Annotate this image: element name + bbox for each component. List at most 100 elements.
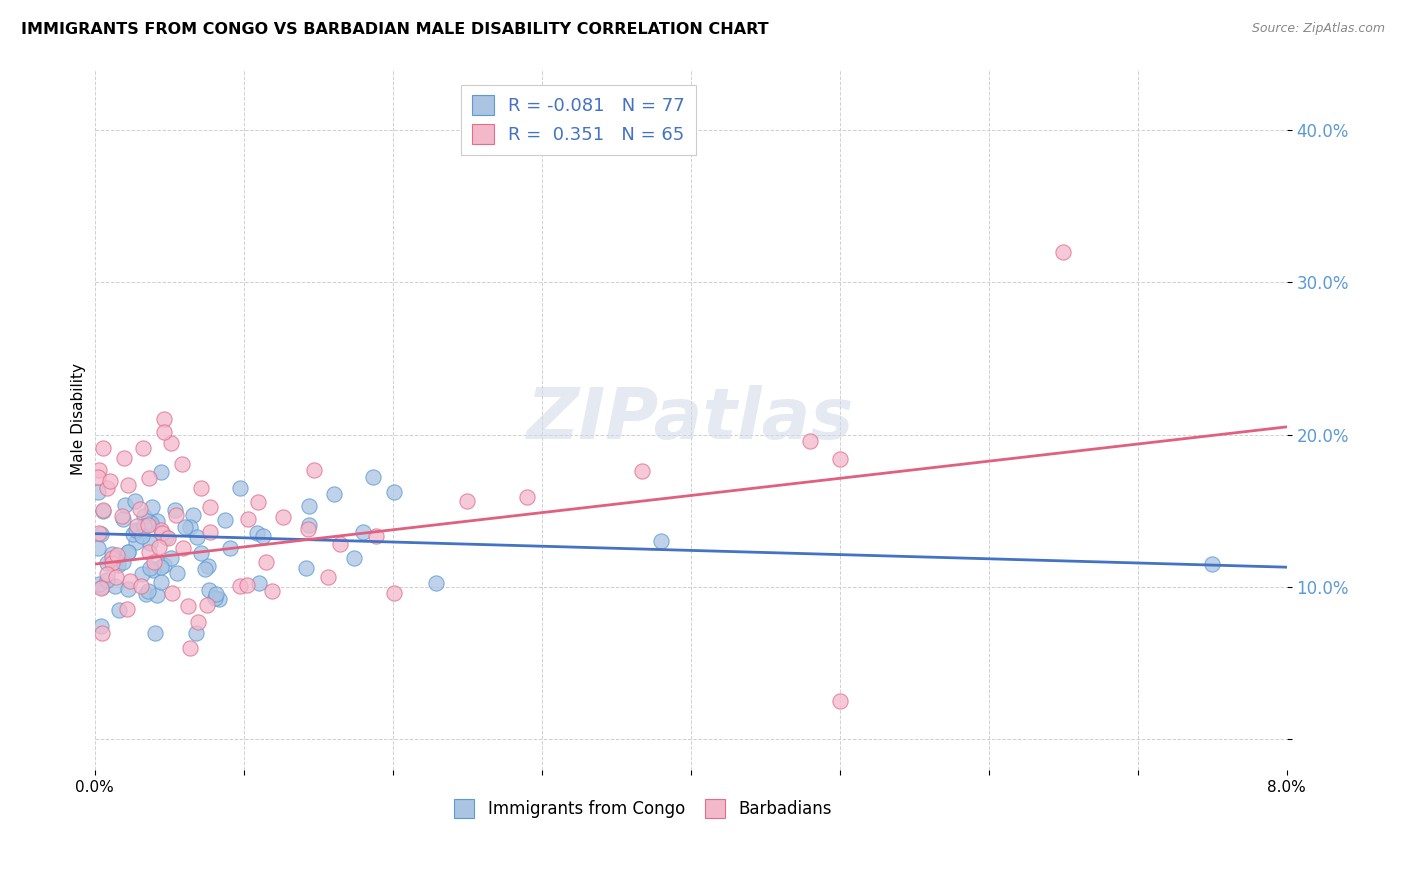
Point <box>135 587 157 601</box>
Point <box>131 529 153 543</box>
Point <box>298 518 321 533</box>
Point <box>96 481 118 495</box>
Legend: Immigrants from Congo, Barbadians: Immigrants from Congo, Barbadians <box>447 793 838 825</box>
Point <box>204 591 226 605</box>
Point <box>190 546 212 560</box>
Point <box>219 541 242 555</box>
Point <box>382 586 405 600</box>
Point <box>186 625 208 640</box>
Point <box>104 570 127 584</box>
Point <box>101 547 124 561</box>
Point <box>322 487 344 501</box>
Point <box>145 588 167 602</box>
Point <box>132 508 155 523</box>
Point <box>198 582 221 597</box>
Point <box>91 504 114 518</box>
Point <box>150 523 173 537</box>
Point <box>90 626 112 640</box>
Point <box>87 470 110 484</box>
Point <box>118 574 141 588</box>
Point <box>799 434 821 448</box>
Point <box>229 578 252 592</box>
Point <box>271 510 294 524</box>
Point <box>208 591 231 606</box>
Point <box>179 640 201 655</box>
Point <box>138 584 160 599</box>
Point <box>318 570 340 584</box>
Point <box>101 551 124 566</box>
Text: IMMIGRANTS FROM CONGO VS BARBADIAN MALE DISABILITY CORRELATION CHART: IMMIGRANTS FROM CONGO VS BARBADIAN MALE … <box>21 22 769 37</box>
Point <box>96 567 118 582</box>
Point <box>650 534 672 549</box>
Point <box>152 558 174 572</box>
Point <box>173 520 195 534</box>
Point <box>143 625 166 640</box>
Point <box>197 558 219 573</box>
Point <box>361 470 384 484</box>
Point <box>134 519 156 533</box>
Point <box>160 585 183 599</box>
Point <box>425 576 447 591</box>
Point <box>136 518 159 533</box>
Point <box>90 527 112 541</box>
Point <box>204 587 226 601</box>
Text: ZIPatlas: ZIPatlas <box>527 384 855 454</box>
Point <box>139 516 162 531</box>
Point <box>198 500 221 514</box>
Point <box>138 514 160 528</box>
Point <box>138 545 160 559</box>
Point <box>125 523 148 537</box>
Point <box>247 575 270 590</box>
Point <box>187 615 209 630</box>
Point <box>117 582 139 596</box>
Point <box>1052 244 1074 259</box>
Point <box>101 557 124 571</box>
Point <box>172 541 194 556</box>
Point <box>150 525 173 540</box>
Point <box>235 578 257 592</box>
Point <box>145 514 167 528</box>
Point <box>352 524 374 539</box>
Point <box>329 536 352 550</box>
Point <box>124 493 146 508</box>
Point <box>214 513 236 527</box>
Point <box>86 485 108 500</box>
Point <box>236 511 259 525</box>
Point <box>631 464 654 478</box>
Point <box>131 441 153 455</box>
Point <box>125 535 148 549</box>
Point <box>260 584 283 599</box>
Point <box>364 529 387 543</box>
Point <box>828 694 851 708</box>
Point <box>114 498 136 512</box>
Point <box>117 545 139 559</box>
Point <box>139 561 162 575</box>
Point <box>157 531 180 545</box>
Point <box>297 522 319 536</box>
Text: Source: ZipAtlas.com: Source: ZipAtlas.com <box>1251 22 1385 36</box>
Point <box>143 555 166 569</box>
Point <box>382 484 405 499</box>
Point <box>91 441 114 455</box>
Point <box>160 436 183 450</box>
Point <box>89 577 111 591</box>
Point <box>138 536 160 550</box>
Point <box>183 508 205 523</box>
Point <box>107 603 129 617</box>
Point <box>122 527 145 541</box>
Point <box>516 490 538 504</box>
Point <box>152 425 174 439</box>
Point <box>142 563 165 577</box>
Point <box>87 462 110 476</box>
Point <box>179 520 201 534</box>
Point <box>90 619 112 633</box>
Point <box>107 558 129 572</box>
Point <box>138 471 160 485</box>
Point <box>90 581 112 595</box>
Point <box>86 541 108 556</box>
Point <box>129 579 152 593</box>
Point <box>91 503 114 517</box>
Point <box>198 525 221 540</box>
Point <box>1201 557 1223 571</box>
Point <box>149 575 172 590</box>
